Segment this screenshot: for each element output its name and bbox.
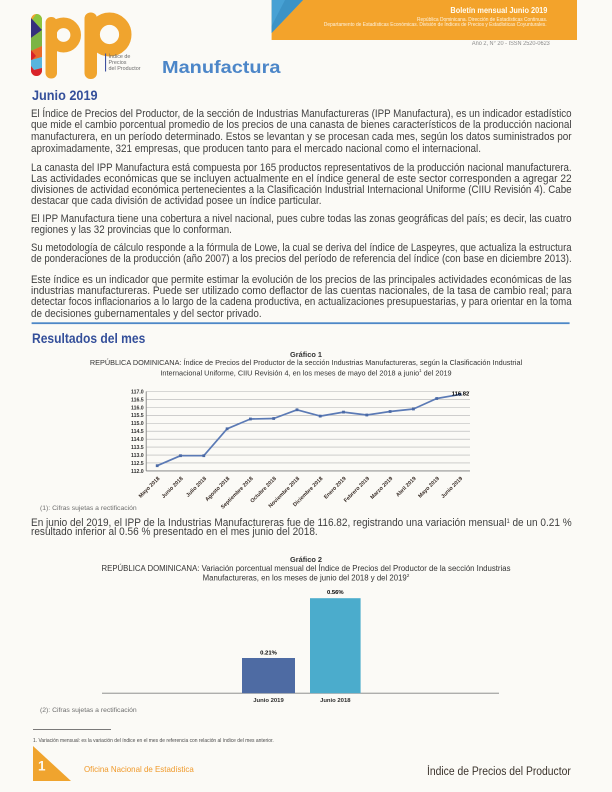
svg-text:112.0: 112.0: [131, 469, 144, 475]
svg-text:Junio 2018: Junio 2018: [161, 476, 185, 500]
svg-text:Abril 2019: Abril 2019: [395, 476, 417, 498]
svg-text:116.0: 116.0: [131, 405, 144, 411]
svg-text:0.21%: 0.21%: [260, 650, 277, 656]
svg-text:Junio 2019: Junio 2019: [440, 476, 464, 500]
svg-text:116.82: 116.82: [452, 391, 469, 397]
svg-text:115.0: 115.0: [131, 421, 144, 427]
svg-text:116.5: 116.5: [131, 397, 144, 403]
svg-text:Julio 2018: Julio 2018: [185, 476, 208, 499]
svg-text:Mayo 2018: Mayo 2018: [138, 476, 162, 500]
svg-text:Junio 2019: Junio 2019: [253, 698, 284, 704]
svg-text:0.56%: 0.56%: [327, 590, 344, 596]
svg-text:1: 1: [38, 759, 46, 774]
svg-text:114.5: 114.5: [131, 429, 144, 435]
svg-text:Junio 2018: Junio 2018: [320, 698, 351, 704]
svg-text:Mayo 2019: Mayo 2019: [417, 476, 441, 500]
svg-text:117.0: 117.0: [131, 389, 144, 395]
svg-text:114.0: 114.0: [131, 437, 144, 443]
svg-text:113.5: 113.5: [131, 445, 144, 451]
svg-text:112.5: 112.5: [131, 461, 144, 467]
svg-text:115.5: 115.5: [131, 413, 144, 419]
svg-text:113.0: 113.0: [131, 453, 144, 459]
svg-text:Enero 2019: Enero 2019: [323, 476, 348, 501]
svg-text:Marzo 2019: Marzo 2019: [370, 476, 395, 501]
